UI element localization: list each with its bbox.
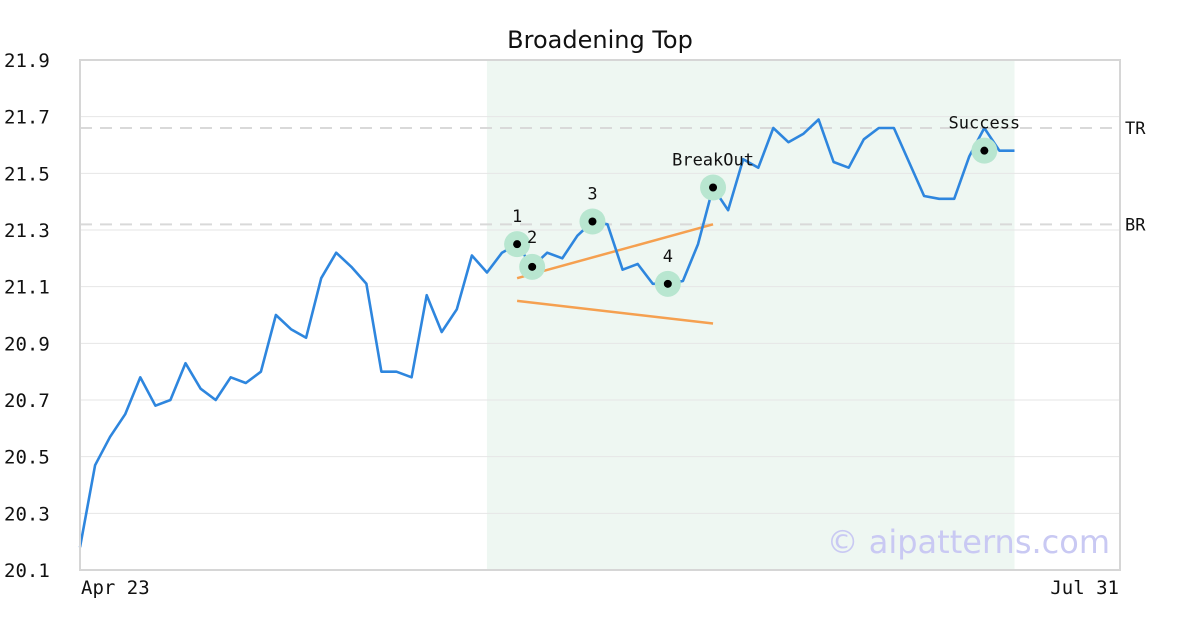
x-tick-label: Jul 31 xyxy=(1050,577,1119,599)
y-tick-label: 20.3 xyxy=(4,503,50,525)
marker-label: 4 xyxy=(663,247,673,267)
y-tick-label: 20.7 xyxy=(4,390,50,412)
highlight-band-layer xyxy=(486,60,1015,570)
marker-label: 2 xyxy=(527,228,537,248)
plot-frame xyxy=(79,59,1121,571)
level-label: BR xyxy=(1125,215,1146,235)
price-line xyxy=(78,118,1015,548)
marker-dot xyxy=(528,262,537,271)
x-tick-label: Apr 23 xyxy=(81,577,150,599)
trendline-layer xyxy=(516,223,714,325)
y-tick-label: 21.1 xyxy=(4,277,50,299)
marker-layer: 12 3 4 BreakOut Success xyxy=(504,114,1020,297)
marker-dot xyxy=(513,240,522,249)
watermark-text: © aipatterns.com xyxy=(827,523,1110,561)
marker-label: 3 xyxy=(587,185,597,205)
y-tick-label: 21.9 xyxy=(4,50,50,72)
marker-dot xyxy=(663,279,672,288)
marker-label: BreakOut xyxy=(672,151,754,171)
highlight-band xyxy=(486,60,1015,570)
y-tick-label: 21.7 xyxy=(4,107,50,129)
y-tick-label: 21.3 xyxy=(4,220,50,242)
y-tick-label: 20.5 xyxy=(4,447,50,469)
x-tick-layer: Apr 23 Jul 31 xyxy=(81,577,1119,599)
y-tick-layer: 20.1 20.3 20.5 20.7 20.9 21.1 21.3 21.5 21.7 21.9 xyxy=(4,50,50,582)
level-label-layer: TR BR xyxy=(1125,119,1146,235)
marker-label: Success xyxy=(949,114,1021,134)
y-tick-label: 21.5 xyxy=(4,163,50,185)
y-tick-label: 20.9 xyxy=(4,333,50,355)
y-tick-label: 20.1 xyxy=(4,560,50,582)
marker-dot xyxy=(709,183,718,192)
trendline xyxy=(516,299,714,325)
trendline xyxy=(516,223,714,280)
chart-title: Broadening Top xyxy=(507,26,693,54)
marker-label: 1 xyxy=(512,207,522,227)
marker-dot xyxy=(980,146,989,155)
level-label: TR xyxy=(1125,119,1146,139)
marker-dot xyxy=(588,217,597,226)
series-layer xyxy=(78,118,1015,548)
